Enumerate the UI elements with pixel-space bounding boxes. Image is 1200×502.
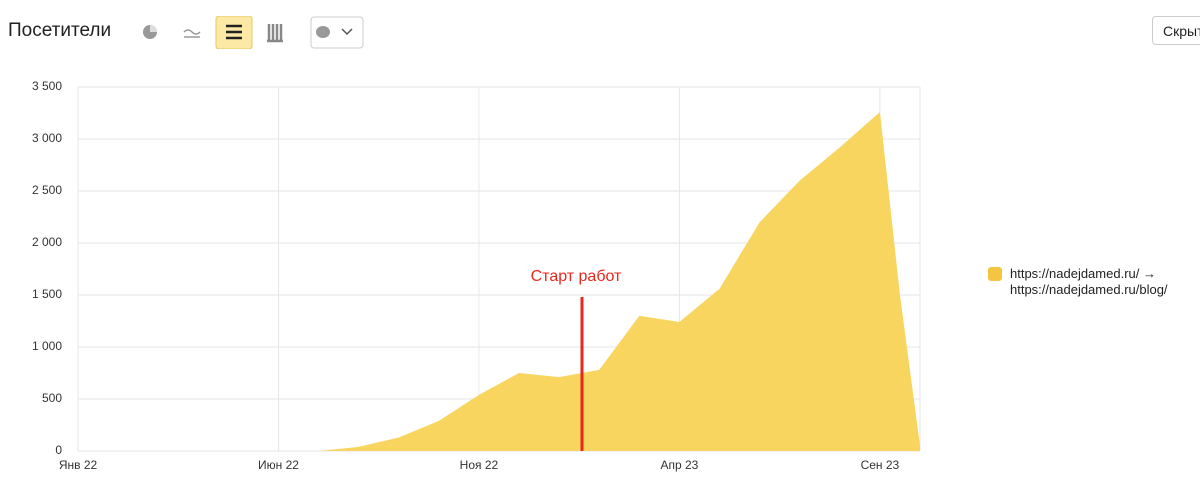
- y-tick-label: 3 500: [32, 79, 62, 93]
- legend-label: https://nadejdamed.ru/ → https://nadejda…: [1010, 266, 1168, 297]
- chart: 0 500 1 000 1 500 2 000 2 500 3 000 3 500 Янв 22…: [32, 79, 921, 472]
- toolbar: [143, 16, 364, 49]
- button-clip: Скрыть: [1152, 16, 1200, 47]
- legend: https://nadejdamed.ru/ → https://nadejda…: [988, 266, 1188, 298]
- y-tick-label: 1 500: [32, 287, 62, 301]
- y-tick-label: 2 500: [32, 183, 62, 197]
- bar-icon[interactable]: [267, 24, 283, 43]
- legend-checkbox[interactable]: [988, 267, 1002, 281]
- page-title: Посетители: [8, 20, 112, 41]
- area-icon: [226, 24, 242, 40]
- hide-button[interactable]: Скрыть: [1152, 16, 1200, 45]
- comment-icon: [316, 26, 330, 38]
- line-icon[interactable]: [183, 29, 201, 38]
- chevron: [341, 28, 353, 36]
- x-tick-label: Сен 23: [861, 458, 900, 472]
- y-tick-label: 2 000: [32, 235, 62, 249]
- x-tick-label: Ноя 22: [460, 458, 499, 472]
- y-tick-label: 1 000: [32, 339, 62, 353]
- annotation-label: Старт работ: [531, 268, 622, 285]
- y-tick-label: 500: [42, 391, 62, 405]
- x-tick-label: Июн 22: [258, 458, 299, 472]
- comment-dropdown[interactable]: [310, 16, 364, 49]
- pie-icon-slice: [150, 25, 157, 32]
- y-tick-label: 0: [55, 443, 62, 457]
- x-tick-label: Янв 22: [59, 458, 98, 472]
- x-tick-label: Апр 23: [660, 458, 698, 472]
- area: [78, 111, 920, 452]
- y-tick-label: 3 000: [32, 131, 62, 145]
